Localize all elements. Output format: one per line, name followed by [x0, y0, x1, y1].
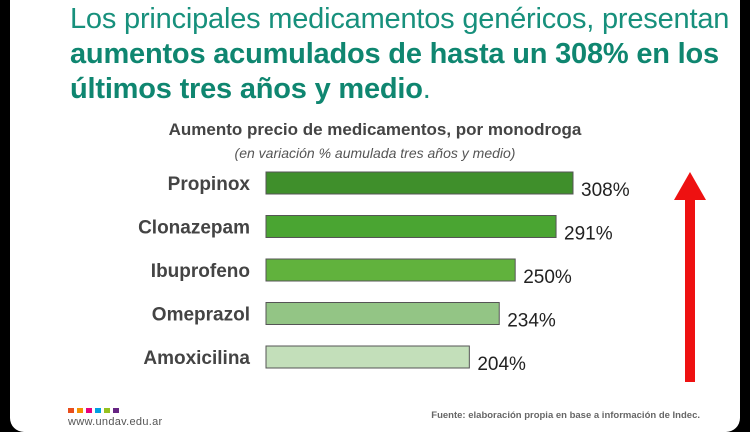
logo-dot — [95, 408, 101, 413]
bar — [265, 171, 574, 195]
value-label: 250% — [523, 267, 572, 288]
value-label: 291% — [564, 224, 613, 245]
category-label: Omeprazol — [152, 305, 250, 326]
category-label: Ibuprofeno — [151, 261, 250, 282]
category-label: Amoxicilina — [143, 348, 250, 369]
category-label: Propinox — [168, 174, 251, 195]
site-url: www.undav.edu.ar — [68, 416, 163, 428]
bar-group-clonazepam: Clonazepam 291% — [138, 215, 613, 245]
bar — [265, 215, 557, 238]
chart-subtitle: (en variación % aumulada tres años y med… — [234, 145, 516, 161]
bar — [265, 302, 500, 325]
infographic-card: Los principales medicamentos genéricos, … — [10, 0, 740, 432]
headline-intro: Los principales medicamentos genéricos, … — [70, 3, 730, 35]
bar-group-propinox: Propinox 308% — [168, 171, 630, 201]
logo-dot — [104, 408, 110, 413]
headline-end: . — [422, 73, 431, 105]
bar — [265, 258, 516, 282]
headline: Los principales medicamentos genéricos, … — [70, 2, 730, 107]
logo-dot — [68, 408, 74, 413]
chart-title: Aumento precio de medicamentos, por mono… — [168, 120, 582, 139]
value-label: 204% — [477, 354, 526, 375]
source-note: Fuente: elaboración propia en base a inf… — [431, 410, 700, 421]
bar — [265, 345, 470, 369]
logo-dot — [77, 408, 83, 413]
bar-chart: Propinox 308% Clonazepam 291% Ibuprofeno 250%… — [138, 171, 630, 375]
value-label: 308% — [581, 180, 630, 201]
bar-group-ibuprofeno: Ibuprofeno 250% — [151, 258, 572, 288]
logo-dot — [86, 408, 92, 413]
value-label: 234% — [507, 311, 556, 332]
category-label: Clonazepam — [138, 218, 250, 239]
bar-group-omeprazol: Omeprazol 234% — [152, 302, 556, 332]
logo-dot — [113, 408, 119, 413]
headline-emphasis: aumentos acumulados de hasta un 308% en … — [70, 38, 719, 105]
bar-group-amoxicilina: Amoxicilina 204% — [143, 345, 526, 375]
undav-logo-dots — [68, 408, 119, 413]
up-arrow-icon — [674, 172, 706, 382]
